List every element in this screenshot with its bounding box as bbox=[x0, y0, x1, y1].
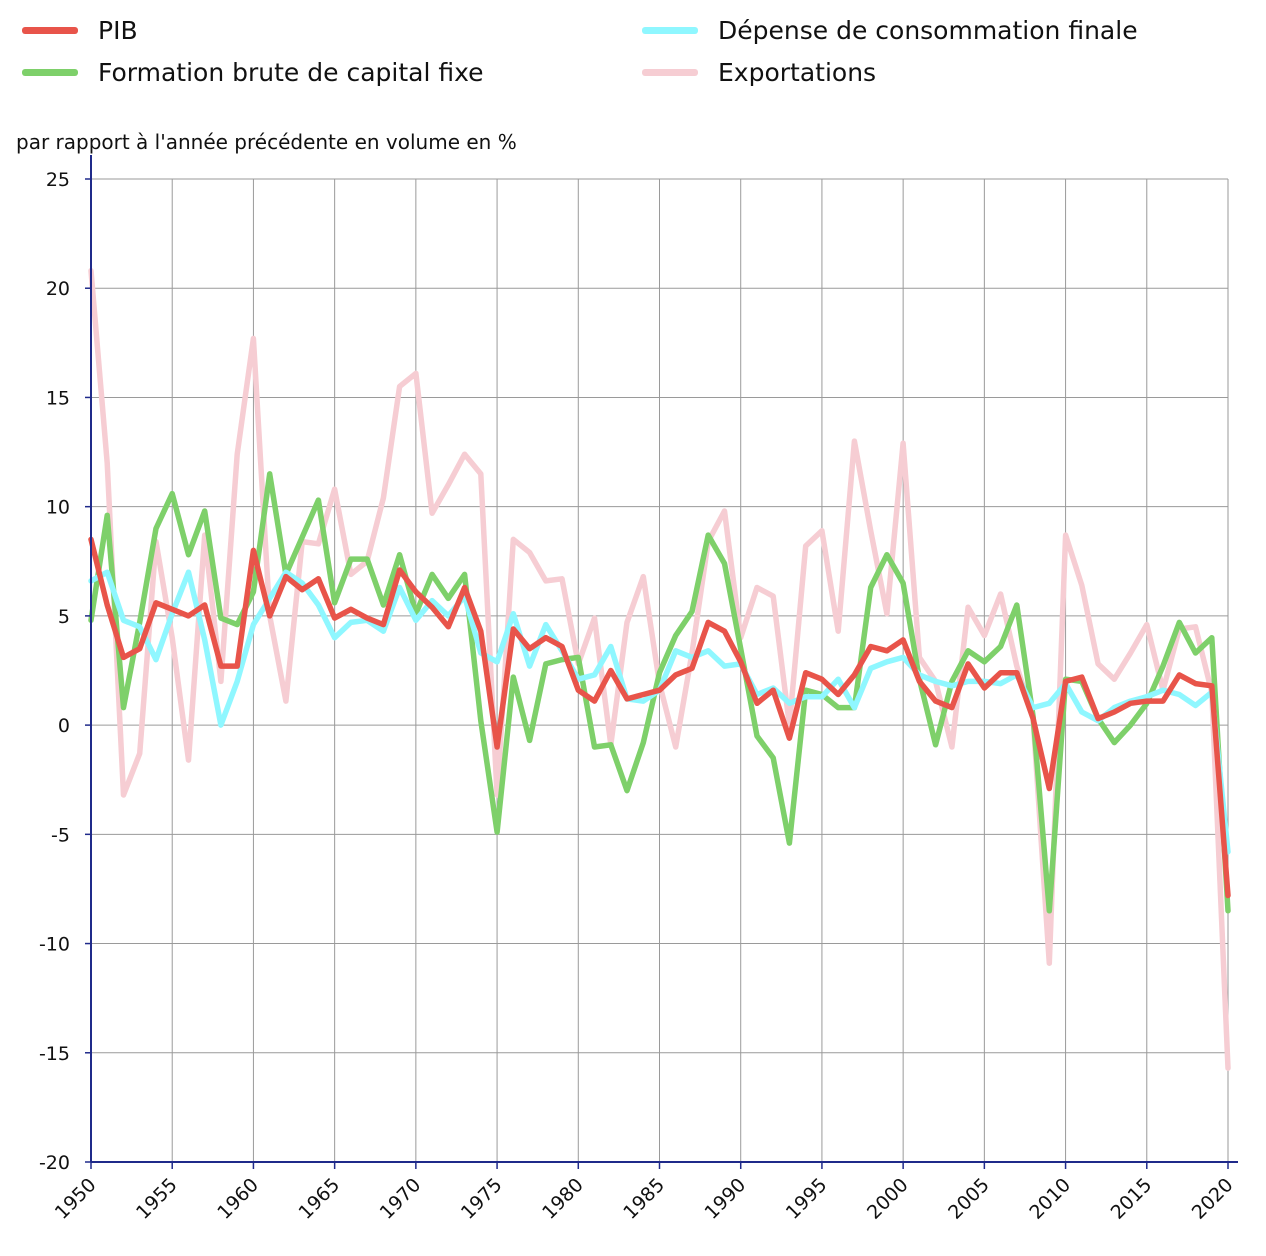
x-tick-label: 1965 bbox=[294, 1174, 344, 1224]
x-tick-label: 2010 bbox=[1025, 1174, 1075, 1224]
grid bbox=[91, 178, 1229, 1162]
legend-swatch-exportations bbox=[642, 68, 698, 76]
x-tick-label: 1990 bbox=[700, 1174, 750, 1224]
x-tick-label: 1950 bbox=[51, 1174, 101, 1224]
x-tick-label: 1985 bbox=[619, 1174, 669, 1224]
legend-swatch-fbcf bbox=[22, 68, 78, 76]
series-line-fbcf bbox=[88, 471, 1231, 914]
y-tick-label: -20 bbox=[39, 1152, 70, 1174]
legend-label-consommation: Dépense de consommation finale bbox=[718, 15, 1138, 45]
legend-item-exportations: Exportations bbox=[642, 54, 876, 90]
legend-label-fbcf: Formation brute de capital fixe bbox=[98, 57, 484, 87]
legend: PIB Formation brute de capital fixe Dépe… bbox=[22, 12, 1252, 92]
legend-item-consommation: Dépense de consommation finale bbox=[642, 12, 1138, 48]
legend-item-pib: PIB bbox=[22, 12, 138, 48]
x-tick-label: 1970 bbox=[376, 1174, 426, 1224]
x-tick-label: 2015 bbox=[1107, 1174, 1157, 1224]
x-tick-label: 1980 bbox=[538, 1174, 588, 1224]
y-tick-label: -5 bbox=[51, 824, 70, 846]
y-axis-unit-label: par rapport à l'année précédente en volu… bbox=[16, 130, 517, 154]
legend-item-fbcf: Formation brute de capital fixe bbox=[22, 54, 484, 90]
legend-swatch-pib bbox=[22, 26, 78, 34]
y-tick-label: 5 bbox=[58, 606, 70, 628]
y-tick-label: 15 bbox=[46, 387, 70, 409]
y-tick-label: 10 bbox=[46, 497, 70, 519]
axes bbox=[85, 155, 1238, 1169]
x-tick-label: 2005 bbox=[944, 1174, 994, 1224]
legend-label-pib: PIB bbox=[98, 15, 138, 45]
y-tick-label: -15 bbox=[39, 1043, 70, 1065]
y-tick-label: 0 bbox=[58, 715, 70, 737]
x-tick-label: 2000 bbox=[863, 1174, 913, 1224]
series-lines bbox=[88, 267, 1231, 1071]
legend-swatch-consommation bbox=[642, 26, 698, 34]
x-tick-label: 1995 bbox=[782, 1174, 832, 1224]
y-tick-label: -10 bbox=[39, 934, 70, 956]
y-tick-label: 25 bbox=[46, 169, 70, 191]
x-tick-label: 2020 bbox=[1188, 1174, 1238, 1224]
x-tick-label: 1975 bbox=[457, 1174, 507, 1224]
x-tick-label: 1960 bbox=[213, 1174, 263, 1224]
legend-label-exportations: Exportations bbox=[718, 57, 877, 87]
x-tick-label: 1955 bbox=[132, 1174, 182, 1224]
y-tick-label: 20 bbox=[46, 278, 70, 300]
series-line-pib bbox=[88, 536, 1231, 899]
